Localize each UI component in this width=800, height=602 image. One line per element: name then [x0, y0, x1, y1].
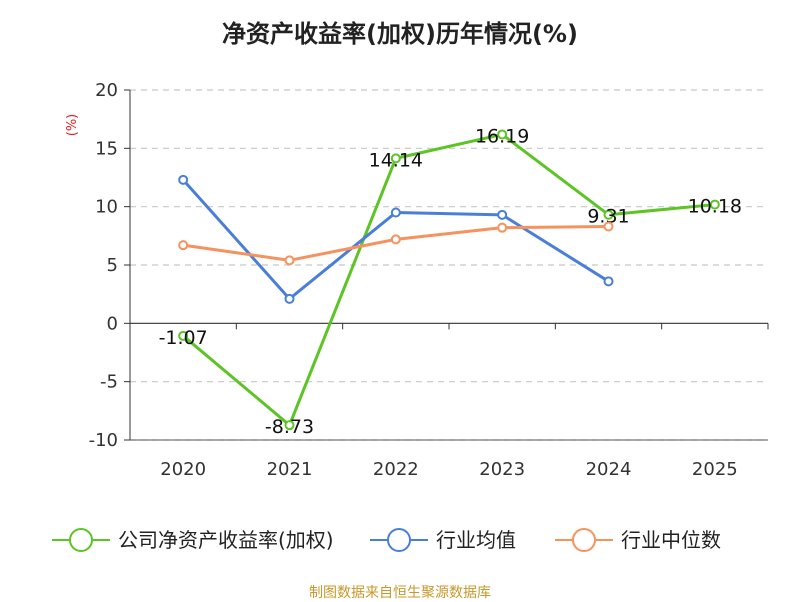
- legend-label: 公司净资产收益率(加权): [118, 528, 334, 552]
- chart-title: 净资产收益率(加权)历年情况(%): [222, 20, 578, 48]
- y-tick-label: 5: [107, 255, 118, 276]
- x-tick-label: 2025: [692, 459, 738, 480]
- data-label: -8.73: [265, 416, 314, 438]
- legend-label: 行业均值: [436, 528, 516, 552]
- data-point: [390, 234, 401, 245]
- x-tick-label: 2023: [479, 459, 525, 480]
- legend-marker: [69, 528, 93, 552]
- data-point: [497, 129, 508, 140]
- y-tick-label: 0: [107, 313, 118, 334]
- data-point: [390, 207, 401, 218]
- data-point: [284, 420, 295, 431]
- data-point: [178, 240, 189, 251]
- data-point: [390, 153, 401, 164]
- x-tick-label: 2024: [586, 459, 632, 480]
- data-point: [284, 293, 295, 304]
- data-point: [497, 222, 508, 233]
- legend-label: 行业中位数: [621, 528, 721, 552]
- x-tick-label: 2020: [160, 459, 206, 480]
- data-point: [603, 276, 614, 287]
- y-tick-label: -5: [100, 372, 118, 393]
- data-label: 10.18: [688, 196, 742, 218]
- data-label: 16.19: [475, 125, 529, 147]
- y-axis-unit-label: (%): [65, 114, 80, 137]
- y-tick-label: -10: [89, 430, 118, 451]
- data-point: [603, 221, 614, 232]
- data-label: 9.31: [587, 206, 629, 228]
- y-tick-label: 15: [95, 138, 118, 159]
- data-point: [178, 330, 189, 341]
- series-line-1: [182, 132, 715, 427]
- data-label: 14.14: [369, 149, 423, 171]
- data-point: [284, 255, 295, 266]
- legend-marker: [387, 528, 411, 552]
- data-source-note: 制图数据来自恒生聚源数据库: [309, 585, 491, 601]
- x-tick-label: 2021: [267, 459, 313, 480]
- data-point: [178, 174, 189, 185]
- data-point: [603, 209, 614, 220]
- y-tick-label: 10: [95, 197, 118, 218]
- x-tick-label: 2022: [373, 459, 419, 480]
- legend-marker: [572, 528, 596, 552]
- data-point: [709, 199, 720, 210]
- data-label: -1.07: [159, 327, 208, 349]
- y-tick-label: 20: [95, 80, 118, 101]
- data-point: [497, 209, 508, 220]
